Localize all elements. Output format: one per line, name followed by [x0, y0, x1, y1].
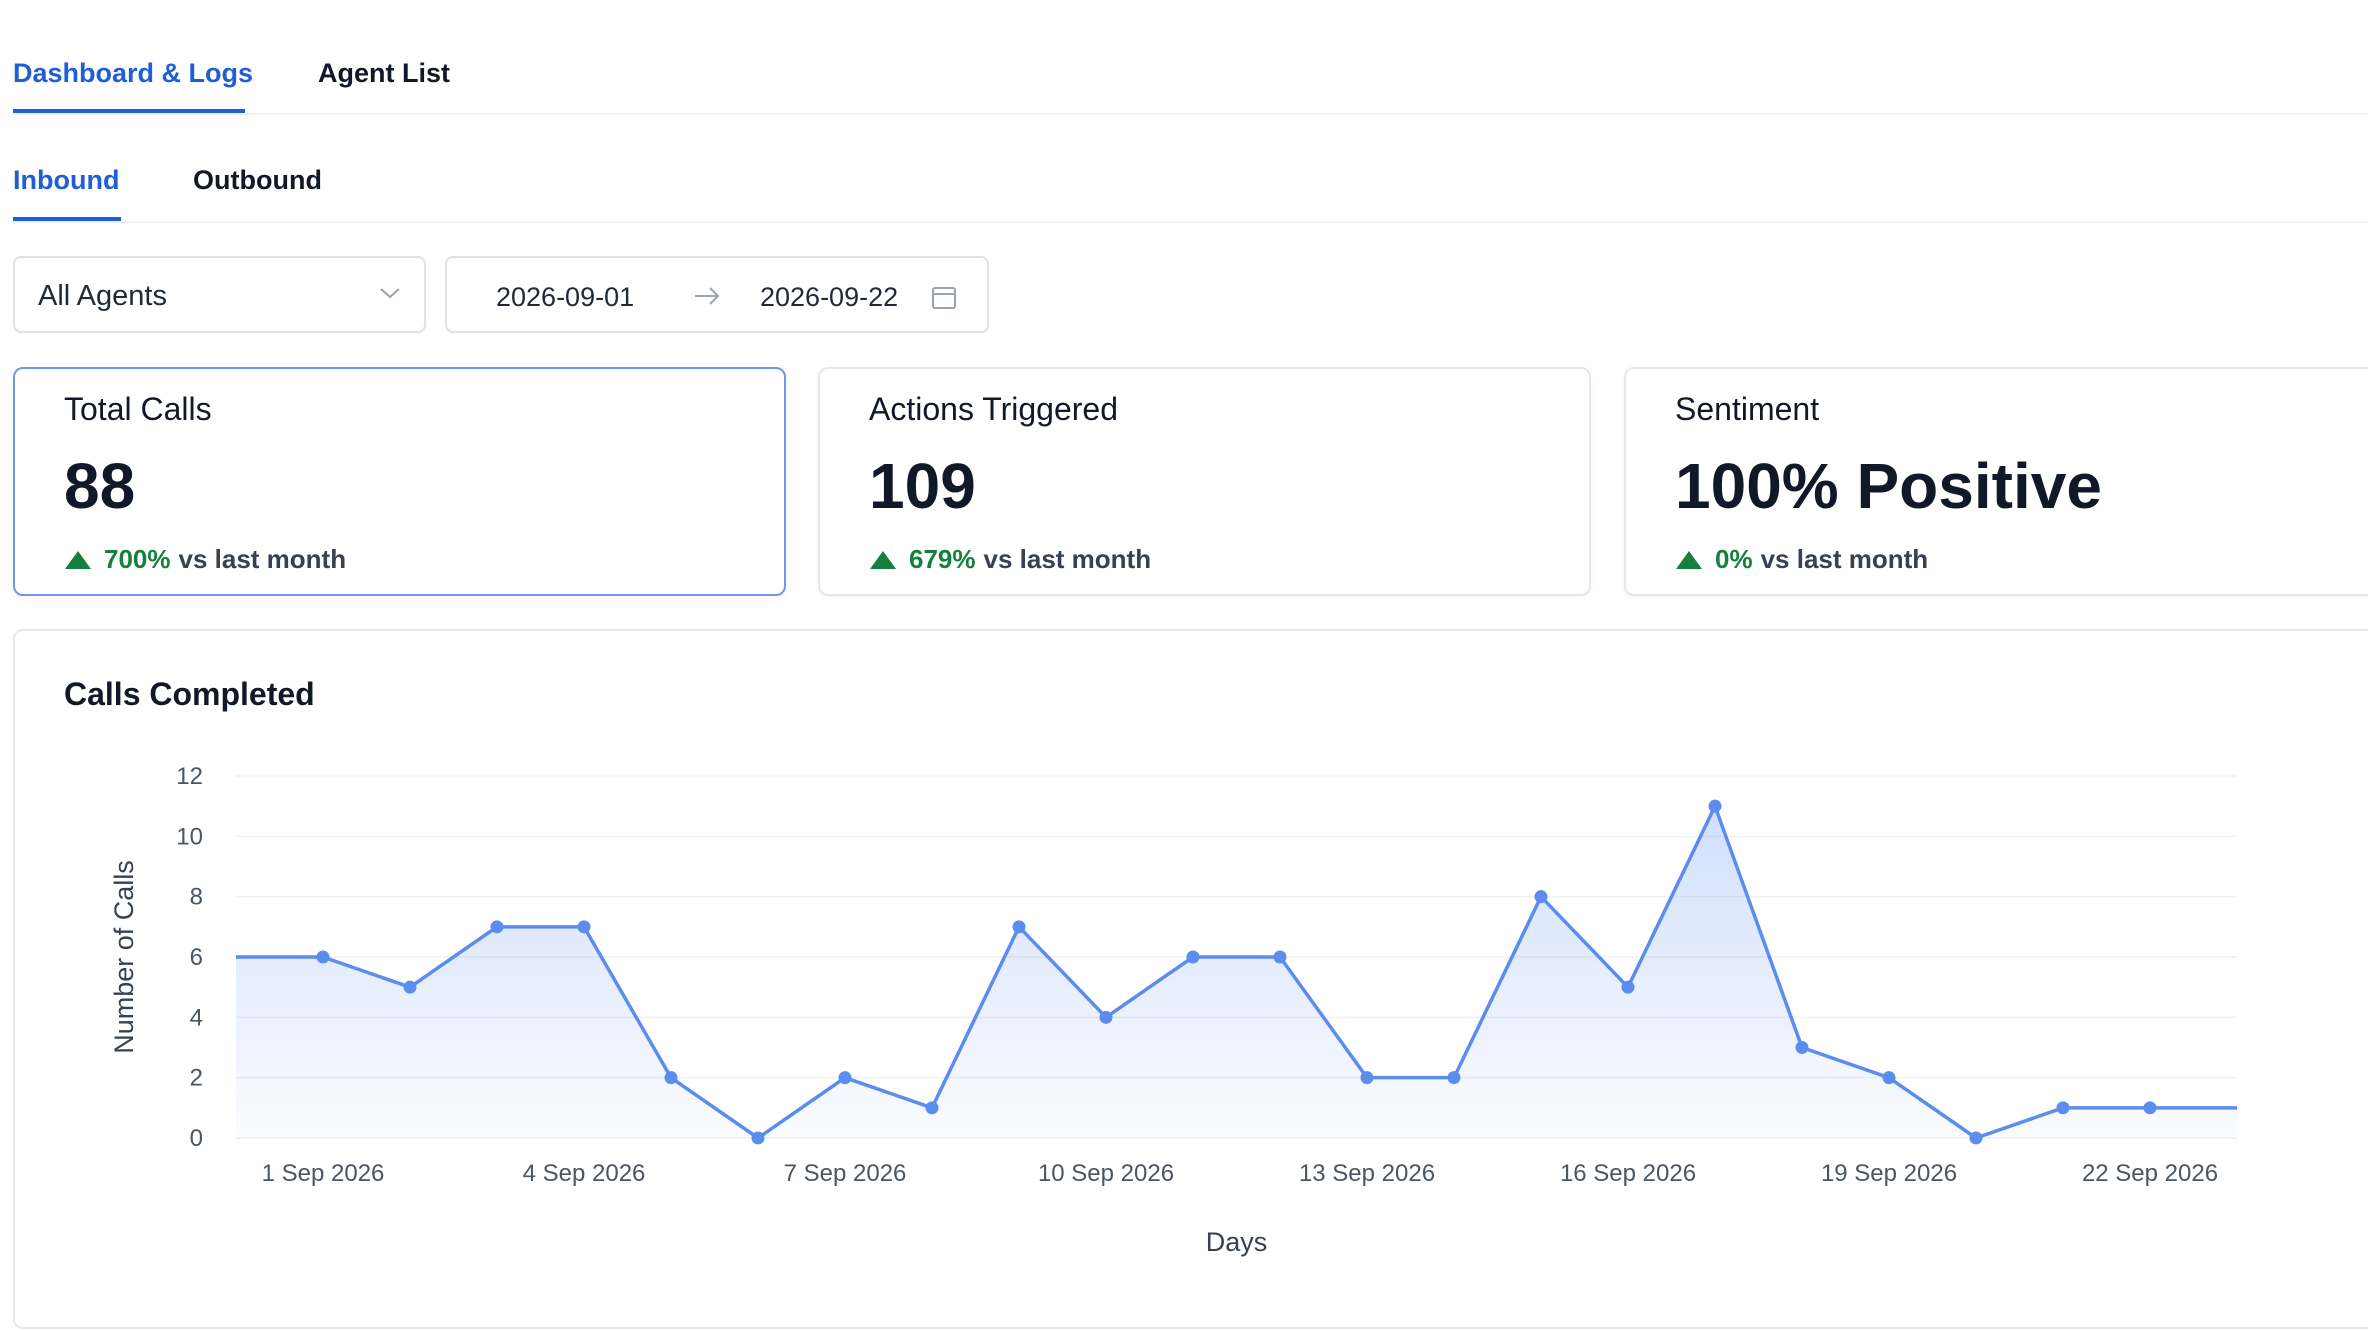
y-tick-label: 10 — [176, 823, 203, 850]
data-point — [577, 920, 591, 934]
stat-delta: 679% vs last month — [869, 544, 1151, 575]
triangle-up-icon — [1676, 550, 1702, 569]
y-tick-label: 0 — [190, 1125, 203, 1152]
data-point — [2143, 1101, 2157, 1115]
data-point — [1447, 1071, 1461, 1085]
stat-delta-percent: 0% — [1715, 544, 1753, 574]
stat-delta-suffix: vs last month — [178, 544, 347, 574]
data-point — [751, 1131, 765, 1145]
x-tick-label: 22 Sep 2026 — [2082, 1160, 2218, 1187]
y-tick-label: 12 — [176, 763, 203, 790]
x-tick-label: 13 Sep 2026 — [1299, 1160, 1435, 1187]
tab-agent-list[interactable]: Agent List — [318, 58, 450, 88]
stat-delta: 700% vs last month — [64, 544, 346, 575]
tab-outbound[interactable]: Outbound — [193, 165, 322, 195]
stat-title: Actions Triggered — [869, 391, 1119, 427]
data-point — [925, 1101, 939, 1115]
y-tick-label: 8 — [190, 884, 203, 911]
data-point — [1882, 1071, 1896, 1085]
main-tabs: Dashboard & Logs Agent List — [13, 0, 2368, 115]
calls-completed-chart-card: Calls Completed 0 2 4 6 8 10 12 1 Sep 2026 4 Sep… — [13, 629, 2368, 1329]
x-tick-label: 4 Sep 2026 — [523, 1160, 646, 1187]
active-tab-indicator — [13, 109, 245, 113]
x-tick-label: 7 Sep 2026 — [784, 1160, 907, 1187]
data-point — [838, 1071, 852, 1085]
stat-delta-percent: 679% — [909, 544, 976, 574]
stat-title: Total Calls — [64, 391, 212, 427]
data-point — [316, 950, 330, 964]
data-point — [1795, 1041, 1809, 1054]
data-point — [1708, 799, 1722, 813]
stat-card-actions-triggered[interactable]: Actions Triggered 109 679% vs last month — [818, 367, 1591, 596]
stat-value: 109 — [869, 450, 976, 522]
data-point — [403, 980, 417, 994]
stat-delta-suffix: vs last month — [983, 544, 1152, 574]
calls-completed-chart: 0 2 4 6 8 10 12 1 Sep 2026 4 Sep 2026 7 Sep 2026 1… — [109, 763, 2237, 1257]
chart-title: Calls Completed — [64, 676, 315, 712]
stat-delta-suffix: vs last month — [1760, 544, 1929, 574]
tab-dashboard-logs[interactable]: Dashboard & Logs — [13, 58, 254, 88]
triangle-up-icon — [65, 550, 91, 569]
stat-card-total-calls[interactable]: Total Calls 88 700% vs last month — [13, 367, 786, 596]
direction-tabs: Inbound Outbound — [13, 113, 2368, 223]
triangle-up-icon — [870, 550, 896, 569]
date-range-picker[interactable]: 2026-09-01 2026-09-22 — [445, 256, 989, 333]
series-area — [236, 806, 2237, 1138]
y-tick-label: 4 — [190, 1004, 203, 1031]
data-point — [1534, 890, 1548, 904]
y-axis-title: Number of Calls — [109, 860, 139, 1054]
data-point — [1012, 920, 1026, 934]
active-subtab-indicator — [13, 217, 121, 221]
chevron-down-icon — [380, 288, 400, 299]
date-end[interactable]: 2026-09-22 — [760, 282, 899, 312]
data-point — [490, 920, 504, 934]
y-tick-label: 2 — [190, 1065, 203, 1092]
x-tick-label: 10 Sep 2026 — [1038, 1160, 1174, 1187]
data-point — [1186, 950, 1200, 964]
data-point — [1969, 1131, 1983, 1145]
data-point — [1273, 950, 1287, 964]
x-tick-label: 19 Sep 2026 — [1821, 1160, 1957, 1187]
data-point — [1099, 1010, 1113, 1024]
arrow-right-icon — [695, 287, 720, 305]
data-point — [2056, 1101, 2070, 1115]
tab-inbound[interactable]: Inbound — [13, 165, 120, 195]
agent-select[interactable]: All Agents — [13, 256, 426, 333]
x-tick-label: 1 Sep 2026 — [262, 1160, 385, 1187]
date-start[interactable]: 2026-09-01 — [496, 282, 635, 312]
x-tick-label: 16 Sep 2026 — [1560, 1160, 1696, 1187]
stat-delta: 0% vs last month — [1675, 544, 1928, 575]
data-point — [1621, 980, 1635, 994]
series-line — [236, 804, 2237, 1140]
x-axis-title: Days — [1206, 1227, 1268, 1257]
calendar-icon[interactable] — [930, 283, 958, 311]
stat-delta-percent: 700% — [104, 544, 171, 574]
data-point — [664, 1071, 678, 1085]
data-point — [1360, 1071, 1374, 1085]
stat-card-sentiment[interactable]: Sentiment 100% Positive 0% vs last month — [1624, 367, 2368, 596]
agent-select-value: All Agents — [38, 280, 167, 312]
stat-value: 88 — [64, 450, 136, 522]
stat-value: 100% Positive — [1675, 450, 2102, 522]
y-tick-label: 6 — [190, 944, 203, 971]
stat-title: Sentiment — [1675, 391, 1820, 427]
